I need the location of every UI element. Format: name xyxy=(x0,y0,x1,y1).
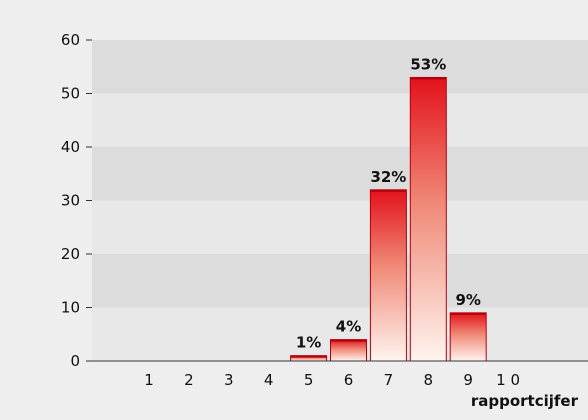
y-tick-label: 60 xyxy=(61,31,80,49)
grid-band xyxy=(92,93,588,147)
x-tick-label: 4 xyxy=(264,371,274,389)
x-axis-title: rapportcijfer xyxy=(471,392,579,410)
bar-cap xyxy=(450,312,487,315)
bar xyxy=(449,312,487,362)
grid-band xyxy=(92,147,588,201)
x-tick-label: 2 xyxy=(184,371,194,389)
x-tick-label: 8 xyxy=(424,371,434,389)
data-label: 53% xyxy=(410,55,446,73)
x-tick-label: 1 0 xyxy=(496,371,520,389)
data-label: 4% xyxy=(336,318,361,336)
grid-bands xyxy=(92,40,588,361)
bar-cap xyxy=(370,189,407,192)
y-axis: 0 10 20 30 40 50 60 xyxy=(61,31,92,370)
x-axis: 1 2 3 4 5 6 7 8 9 1 0 xyxy=(86,360,588,389)
y-tick-label: 20 xyxy=(61,245,80,263)
y-tick-label: 30 xyxy=(61,192,80,210)
bar xyxy=(330,339,367,362)
bar-cap xyxy=(410,77,447,80)
y-tick-label: 10 xyxy=(61,299,80,317)
bar xyxy=(409,76,447,362)
bar xyxy=(369,189,407,362)
y-tick-label: 40 xyxy=(61,138,80,156)
grid-band xyxy=(92,40,588,94)
bar-cap xyxy=(330,339,367,342)
grid-band xyxy=(92,200,588,254)
x-tick-label: 7 xyxy=(384,371,394,389)
x-tick-label: 5 xyxy=(304,371,314,389)
x-tick-label: 6 xyxy=(344,371,354,389)
y-tick-label: 50 xyxy=(61,85,80,103)
x-tick-label: 3 xyxy=(224,371,234,389)
data-label: 32% xyxy=(370,168,406,186)
x-tick-label: 9 xyxy=(463,371,473,389)
y-tick-label: 0 xyxy=(70,352,80,370)
data-label: 9% xyxy=(455,291,480,309)
x-tick-label: 1 xyxy=(144,371,154,389)
grid-band xyxy=(92,254,588,308)
data-label: 1% xyxy=(296,334,321,352)
bar-cap xyxy=(290,355,327,358)
